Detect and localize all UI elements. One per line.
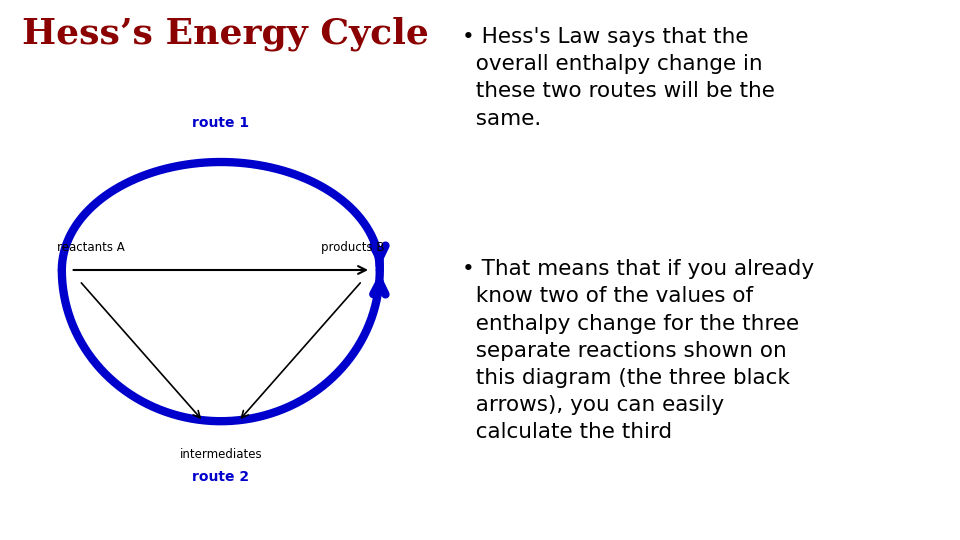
Text: route 1: route 1 <box>192 116 250 130</box>
Text: Hess’s Energy Cycle: Hess’s Energy Cycle <box>22 16 429 51</box>
Text: products B: products B <box>321 241 384 254</box>
Text: reactants A: reactants A <box>58 241 125 254</box>
Text: • Hess's Law says that the
  overall enthalpy change in
  these two routes will : • Hess's Law says that the overall entha… <box>463 27 776 129</box>
Text: intermediates: intermediates <box>180 448 262 461</box>
Text: route 2: route 2 <box>192 470 250 484</box>
Text: • That means that if you already
  know two of the values of
  enthalpy change f: • That means that if you already know tw… <box>463 259 814 442</box>
